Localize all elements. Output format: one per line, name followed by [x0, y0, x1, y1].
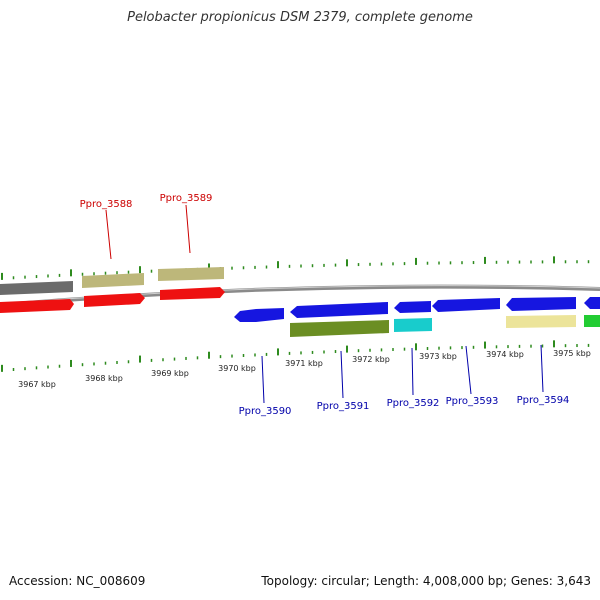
gene-blue-ppro-3591[interactable]	[290, 302, 388, 318]
ruler-label: 3972 kbp	[352, 355, 390, 364]
accession-text: Accession: NC_008609	[9, 574, 146, 588]
leader-ppro-3593	[465, 345, 472, 395]
gene-blue-ppro-3594[interactable]	[506, 297, 576, 311]
gene-blue-ppro-3592[interactable]	[394, 301, 431, 313]
gene-blue-ppro-3590[interactable]	[234, 308, 284, 322]
genome-summary-text: Topology: circular; Length: 4,008,000 bp…	[261, 574, 591, 588]
gene-green-partial[interactable]	[584, 315, 600, 327]
label-ppro-3588: Ppro_3588	[80, 199, 133, 210]
label-ppro-3594: Ppro_3594	[517, 395, 570, 406]
ruler-label: 3974 kbp	[486, 350, 524, 359]
gene-red-2[interactable]	[84, 293, 145, 307]
leader-ppro-3592	[411, 347, 414, 396]
leader-ppro-3590	[261, 355, 265, 404]
gene-red-1[interactable]	[0, 299, 74, 313]
inner-ruler-ticks	[1, 340, 590, 372]
gene-red-3[interactable]	[160, 287, 225, 300]
label-ppro-3590: Ppro_3590	[239, 406, 292, 417]
ruler-label: 3970 kbp	[218, 364, 256, 373]
leader-ppro-3588	[105, 209, 112, 260]
gene-olive[interactable]	[290, 320, 389, 337]
ruler-label: 3973 kbp	[419, 352, 457, 361]
label-ppro-3593: Ppro_3593	[446, 396, 499, 407]
label-ppro-3592: Ppro_3592	[387, 398, 440, 409]
ruler-label: 3968 kbp	[85, 374, 123, 383]
gene-blue-partial[interactable]	[584, 297, 600, 309]
ruler-label: 3967 kbp	[18, 380, 56, 389]
leader-ppro-3591	[340, 350, 344, 399]
ruler-label: 3969 kbp	[151, 369, 189, 378]
gene-pale-yellow[interactable]	[506, 315, 576, 328]
leader-ppro-3594	[540, 344, 544, 393]
figure-title: Pelobacter propionicus DSM 2379, complet…	[127, 10, 473, 25]
label-ppro-3591: Ppro_3591	[317, 401, 370, 412]
gene-cyan[interactable]	[394, 318, 432, 332]
ruler-label: 3971 kbp	[285, 359, 323, 368]
leader-ppro-3589	[185, 204, 191, 254]
gene-khaki-ppro-3588[interactable]	[82, 273, 144, 288]
gene-gray[interactable]	[0, 281, 73, 295]
ruler-label: 3975 kbp	[553, 349, 591, 358]
label-ppro-3589: Ppro_3589	[160, 193, 213, 204]
gene-blue-ppro-3593[interactable]	[432, 298, 500, 312]
gene-khaki-ppro-3589[interactable]	[158, 267, 224, 281]
